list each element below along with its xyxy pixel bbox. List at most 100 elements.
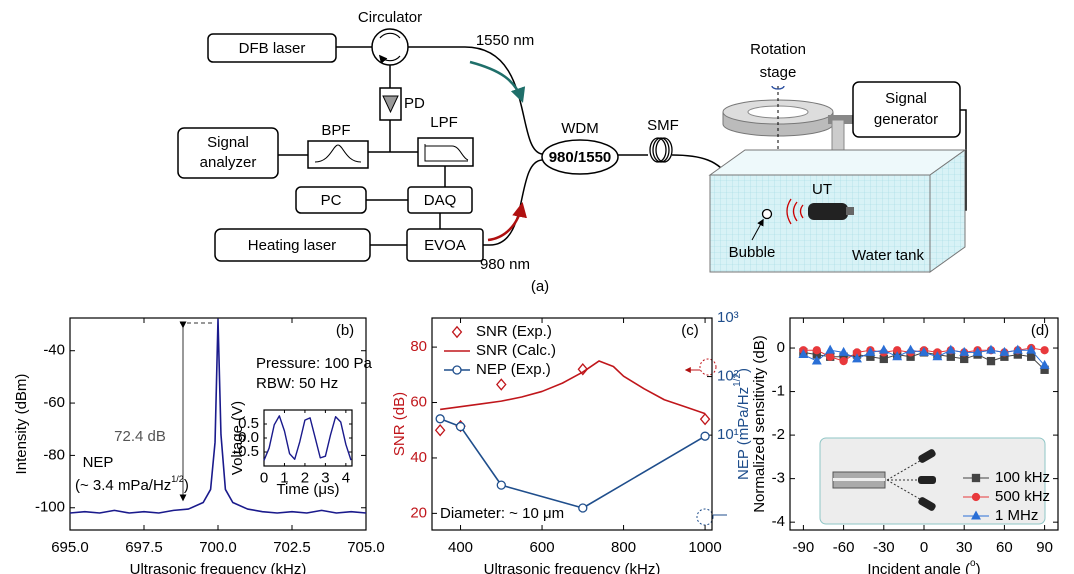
x-tick-label: 695.0	[51, 539, 89, 556]
y-axis-label: Normalized sensitivity (dB)	[751, 335, 768, 513]
data-point	[455, 421, 466, 432]
circulator-arrows	[380, 32, 401, 60]
annotation: Diameter: ~ 10 μm	[440, 505, 564, 522]
data-point	[700, 431, 710, 441]
panel-d-inset: (d)	[819, 322, 1049, 525]
annotation: 72.4 dB	[114, 428, 166, 445]
x-axis-label: Time (μs)	[276, 481, 339, 498]
y-tick-label: 0.5	[238, 415, 259, 432]
y-axis-label: Intensity (dBm)	[13, 374, 30, 475]
annotation-sup: 1/2	[171, 474, 184, 484]
y-tick-label: 20	[410, 504, 427, 521]
data-point	[986, 344, 996, 354]
ut-label: UT	[812, 181, 832, 198]
data-point	[812, 346, 821, 355]
x-tick-label: -30	[873, 539, 895, 556]
legend-marker	[451, 325, 463, 339]
generator-label: Signal	[885, 90, 927, 107]
heating-box	[214, 228, 371, 262]
lpf-box	[417, 137, 474, 167]
data-point	[826, 352, 835, 361]
generator-label: generator	[874, 111, 938, 128]
bpf-icon	[314, 144, 362, 163]
y2-axis-label-sup: 1/2	[732, 373, 743, 387]
data-point	[825, 344, 836, 354]
data-point	[865, 346, 876, 356]
legend-label: NEP (Exp.)	[476, 361, 551, 378]
legend-label: SNR (Calc.)	[476, 342, 556, 359]
y2-axis-label-part: NEP (mPa/Hz	[735, 387, 752, 480]
x-tick-label: 800	[611, 539, 636, 556]
evoa-box	[406, 228, 484, 262]
series-line	[440, 360, 706, 415]
data-point	[434, 424, 446, 437]
x-tick-label: 705.0	[347, 539, 385, 556]
x-tick-label: 697.5	[125, 539, 163, 556]
x-axis-label-sup: o	[970, 558, 976, 569]
heating-label: Heating laser	[248, 237, 336, 254]
annotation: NEP	[83, 454, 114, 471]
panel-label: (c)	[681, 322, 699, 339]
bpf-label: BPF	[321, 122, 350, 139]
ut-icon	[808, 203, 848, 220]
circulator-label: Circulator	[358, 9, 422, 26]
analyzer-label: analyzer	[200, 154, 257, 171]
y-tick-label: 10²	[717, 368, 739, 385]
y-tick-label: 40	[410, 449, 427, 466]
x-tick-label: 3	[321, 470, 329, 487]
y-tick-label: -60	[43, 394, 65, 411]
dfb-box	[207, 33, 337, 63]
data-point	[878, 344, 889, 354]
annotation: (~ 3.4 mPa/Hz1/2)	[75, 474, 189, 494]
legend-label: 100 kHz	[995, 469, 1050, 486]
annotation-part: )	[184, 477, 189, 494]
legend-label: 500 kHz	[995, 488, 1050, 505]
x-tick-label: 0	[920, 539, 928, 556]
transducer	[918, 497, 936, 511]
series-line	[69, 318, 367, 514]
data-point	[838, 346, 849, 356]
panel-c-annotations: (c) Diameter: ~ 10 μm	[440, 322, 727, 526]
tank-label: Water tank	[852, 247, 924, 264]
data-point	[839, 356, 848, 366]
x-tick-label: 30	[956, 539, 973, 556]
legend-marker	[971, 473, 981, 483]
signal-arrow	[469, 60, 526, 103]
wavelength-label: 980 nm	[480, 256, 530, 273]
y-tick-label: 0.0	[238, 429, 259, 446]
panel-label: (a)	[531, 278, 549, 295]
plot-frame	[431, 317, 713, 531]
data-point	[699, 412, 711, 426]
dfb-label: DFB laser	[239, 40, 306, 57]
lpf-label: LPF	[430, 114, 458, 131]
stage-label: Rotation	[750, 41, 806, 58]
y-tick-label: -3	[772, 470, 785, 487]
data-point	[578, 503, 588, 513]
ut-cap	[846, 207, 854, 215]
wire	[278, 65, 418, 156]
data-point	[811, 355, 822, 365]
data-point	[798, 349, 809, 359]
angle-lines	[886, 457, 926, 503]
data-point	[919, 346, 929, 356]
x-axis-label: Ultrasonic frequency (kHz)	[130, 561, 307, 574]
pc-label: PC	[321, 192, 342, 209]
y-tick-label: -40	[43, 342, 65, 359]
stage-label: stage	[760, 64, 797, 81]
x-tick-label: 60	[996, 539, 1013, 556]
legend-marker	[971, 510, 981, 520]
smf-label: SMF	[647, 117, 679, 134]
y2-axis-label-part: )	[735, 368, 752, 373]
x-axis-label-part: )	[976, 561, 981, 574]
y-axis-label: SNR (dB)	[391, 392, 408, 456]
annotation: Pressure: 100 Pa	[256, 355, 373, 372]
x-tick-label: 90	[1036, 539, 1053, 556]
x-tick-label: 700.0	[199, 539, 237, 556]
x-axis-label: Ultrasonic frequency (kHz)	[484, 561, 661, 574]
annotation: RBW: 50 Hz	[256, 375, 338, 392]
y-tick-label: -1	[772, 383, 785, 400]
data-point	[999, 346, 1010, 356]
analyzer-label: Signal	[207, 134, 249, 151]
data-point	[496, 480, 506, 490]
